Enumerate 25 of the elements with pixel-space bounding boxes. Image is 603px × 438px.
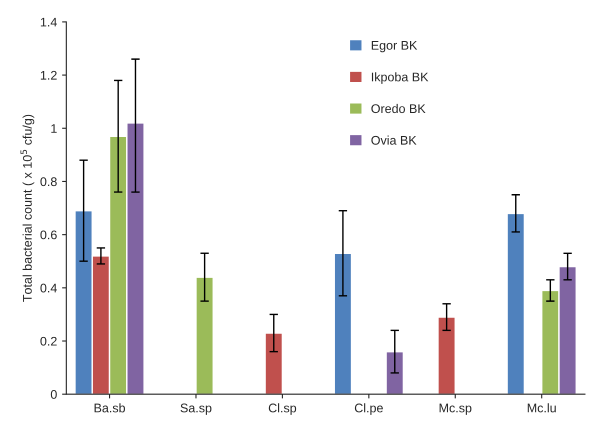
bar [506,212,526,394]
y-tick-label: 1.4 [40,18,57,26]
y-tick-label: 0.2 [40,336,57,346]
bar [334,252,352,394]
x-tick-label: Cl.pe [354,403,383,415]
y-tick-label: 0 [50,390,57,399]
legend-label: Egor BK [372,41,418,52]
y-tick-label: 0.6 [40,230,57,240]
bar [385,350,404,394]
legend-label: Oredo BK [371,104,426,114]
y-tick-label: 1.2 [40,70,57,80]
bar [195,276,214,394]
x-tick-label: Sa.sp [180,404,212,415]
x-tick-label: Cl.sp [268,403,296,415]
x-tick-label: Mc.sp [440,404,472,415]
y-tick-label: 0.4 [40,284,57,292]
y-tick-label: 1 [51,124,57,133]
legend-label: Ikpoba BK [372,72,428,84]
bar [437,316,456,394]
legend-label: Ovia BK [371,136,416,145]
y-axis-title: Total bacterial count ( x 10$^{5}$ cfu/g) [20,114,34,302]
x-tick-label: Ba.sb [94,403,126,412]
y-tick-label: 0.8 [40,177,57,186]
bar [264,332,284,394]
x-tick-label: Mc.lu [528,403,556,412]
